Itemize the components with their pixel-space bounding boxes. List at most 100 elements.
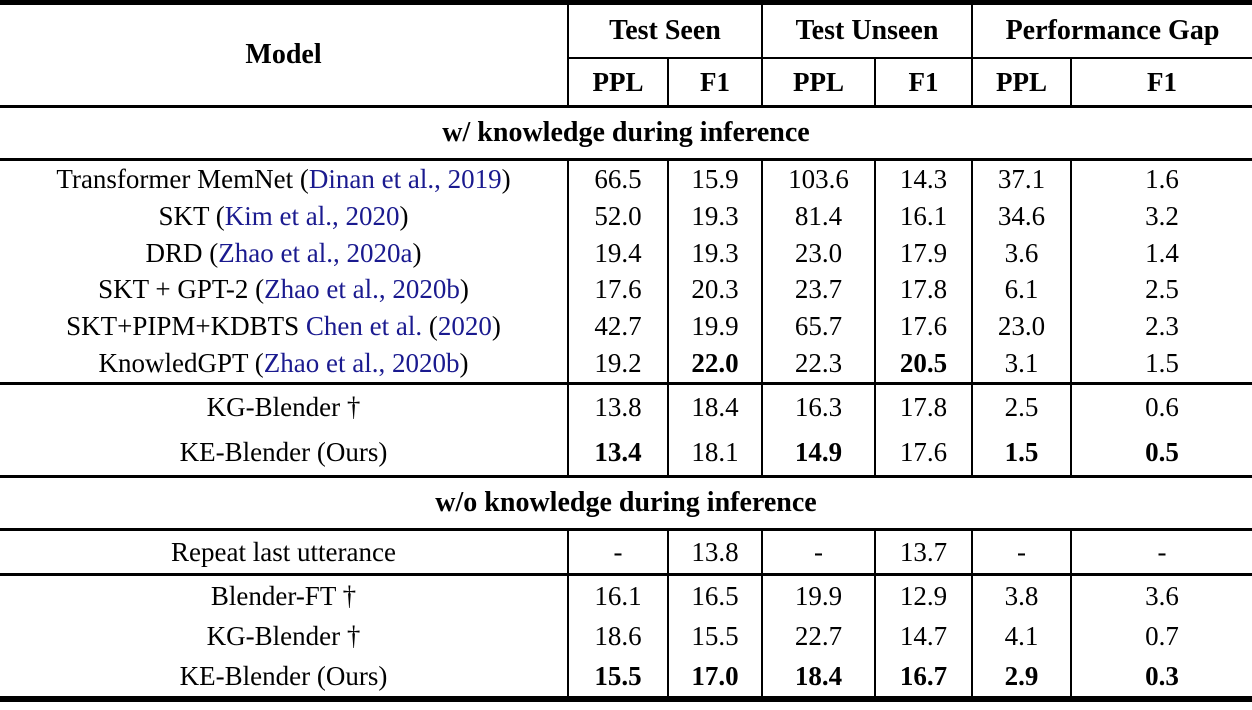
citation-link[interactable]: 2020: [437, 311, 492, 342]
model-cell: Transformer MemNet (Dinan et al., 2019): [0, 161, 567, 198]
value-cell: 17.8: [874, 271, 971, 309]
value-cell: 17.6: [874, 430, 971, 475]
paren: ): [399, 200, 409, 231]
citation-link[interactable]: Zhao et al., 2020a: [218, 237, 413, 268]
column-group-test-seen: Test Seen: [567, 5, 761, 59]
model-cell: DRD (Zhao et al., 2020a): [0, 235, 567, 272]
value-cell: 13.8: [667, 531, 761, 573]
citation-link[interactable]: Dinan et al., 2019: [308, 163, 502, 194]
value-cell: 16.1: [567, 576, 667, 616]
value-cell: 81.4: [761, 197, 874, 235]
value-cell: 19.3: [667, 234, 761, 272]
value-cell: -: [971, 531, 1070, 573]
value-cell: 22.7: [761, 616, 874, 656]
value-cell: 13.4: [567, 430, 667, 475]
paren: (: [215, 200, 225, 231]
divider: [0, 573, 1252, 576]
model-cell: KE-Blender (Ours): [179, 660, 388, 691]
value-cell: 18.6: [567, 616, 667, 656]
value-cell: 1.5: [1070, 345, 1252, 382]
citation-link[interactable]: Kim et al., 2020: [224, 200, 400, 231]
citation-link[interactable]: Zhao et al., 2020b: [263, 348, 460, 379]
value-cell: 17.8: [874, 385, 971, 430]
value-cell: 22.3: [761, 345, 874, 382]
value-cell: 17.0: [667, 656, 761, 696]
model-name: DRD: [145, 237, 210, 268]
value-cell: 23.7: [761, 271, 874, 309]
value-cell: -: [761, 531, 874, 573]
value-cell: -: [567, 531, 667, 573]
value-cell: 103.6: [761, 161, 874, 198]
value-cell: 0.6: [1070, 385, 1252, 430]
value-cell: 3.6: [971, 234, 1070, 272]
our-rows-with-knowledge: KG-Blender † 13.8 18.4 16.3 17.8 2.5 0.6…: [0, 385, 1252, 475]
model-name: SKT: [158, 200, 216, 231]
divider: [0, 382, 1252, 385]
paren: (: [209, 237, 219, 268]
value-cell: 19.9: [761, 576, 874, 616]
column-group-test-unseen: Test Unseen: [761, 5, 971, 59]
value-cell: 2.5: [971, 385, 1070, 430]
value-cell: 17.6: [567, 271, 667, 309]
value-cell: 3.1: [971, 345, 1070, 382]
table-header: Model Test Seen Test Unseen Performance …: [0, 5, 1252, 105]
paren: ): [412, 237, 422, 268]
value-cell: 42.7: [567, 308, 667, 346]
divider: [0, 105, 1252, 108]
value-cell: 22.0: [667, 345, 761, 382]
model-cell: SKT + GPT-2 (Zhao et al., 2020b): [0, 271, 567, 308]
citation-link[interactable]: Chen et al.: [305, 311, 423, 342]
value-cell: 3.8: [971, 576, 1070, 616]
section-header-with-knowledge: w/ knowledge during inference: [442, 117, 810, 148]
paren: ): [459, 348, 469, 379]
value-cell: 16.5: [667, 576, 761, 616]
value-cell: 65.7: [761, 308, 874, 346]
bottom-rule: [0, 696, 1252, 702]
value-cell: 1.6: [1070, 161, 1252, 198]
our-rows-without-knowledge: Blender-FT † 16.1 16.5 19.9 12.9 3.8 3.6…: [0, 576, 1252, 696]
value-cell: 66.5: [567, 161, 667, 198]
value-cell: 1.4: [1070, 234, 1252, 272]
paren: ): [491, 311, 501, 342]
value-cell: 2.9: [971, 656, 1070, 696]
value-cell: 20.3: [667, 271, 761, 309]
model-name: Transformer MemNet: [56, 163, 300, 194]
model-name: SKT+PIPM+KDBTS: [66, 311, 306, 342]
value-cell: 16.1: [874, 197, 971, 235]
paren: ): [501, 163, 511, 194]
citation-link[interactable]: Zhao et al., 2020b: [264, 274, 460, 305]
subheader-f1-gap: F1: [1070, 59, 1252, 105]
subheader-f1-seen: F1: [667, 59, 761, 105]
model-name: KnowledGPT: [98, 348, 255, 379]
value-cell: 0.3: [1070, 656, 1252, 696]
value-cell: 16.3: [761, 385, 874, 430]
value-cell: 18.1: [667, 430, 761, 475]
value-cell: 20.5: [874, 345, 971, 382]
value-cell: 23.0: [761, 234, 874, 272]
value-cell: 14.3: [874, 161, 971, 198]
value-cell: 13.8: [567, 385, 667, 430]
model-cell: KnowledGPT (Zhao et al., 2020b): [0, 345, 567, 382]
value-cell: 19.2: [567, 345, 667, 382]
divider: [0, 528, 1252, 531]
value-cell: 0.5: [1070, 430, 1252, 475]
value-cell: 16.7: [874, 656, 971, 696]
divider: [0, 475, 1252, 478]
value-cell: 3.6: [1070, 576, 1252, 616]
subheader-f1-unseen: F1: [874, 59, 971, 105]
value-cell: 3.2: [1070, 197, 1252, 235]
baseline-rows-with-knowledge: Transformer MemNet (Dinan et al., 2019) …: [0, 161, 1252, 382]
value-cell: 18.4: [667, 385, 761, 430]
model-cell: Blender-FT †: [210, 580, 357, 611]
value-cell: 4.1: [971, 616, 1070, 656]
value-cell: 6.1: [971, 271, 1070, 309]
model-cell: KG-Blender †: [206, 392, 361, 422]
divider: [0, 158, 1252, 161]
value-cell: 52.0: [567, 197, 667, 235]
paren: (: [255, 274, 265, 305]
value-cell: 13.7: [874, 531, 971, 573]
paren: (: [254, 348, 264, 379]
model-name: SKT + GPT-2: [98, 274, 256, 305]
value-cell: 15.5: [567, 656, 667, 696]
